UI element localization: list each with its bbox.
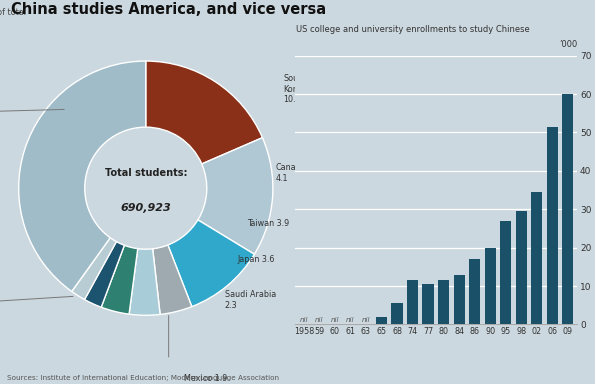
Bar (438, 280, 449, 324)
Text: ’000: ’000 (559, 40, 577, 49)
Text: 690,923: 690,923 (120, 204, 171, 214)
Text: Canada
4.1: Canada 4.1 (275, 163, 306, 183)
Bar (484, 248, 496, 324)
Text: Taiwan 3.9: Taiwan 3.9 (248, 219, 290, 228)
Wedge shape (153, 245, 192, 314)
Bar (469, 259, 480, 324)
Bar (453, 275, 465, 324)
Bar (516, 211, 527, 324)
Text: nil: nil (362, 316, 370, 323)
Bar (547, 127, 558, 324)
Wedge shape (72, 238, 117, 300)
Wedge shape (198, 138, 273, 254)
Wedge shape (84, 242, 124, 307)
Text: Saudi Arabia
2.3: Saudi Arabia 2.3 (224, 290, 276, 310)
Text: Mexico 1.9: Mexico 1.9 (184, 374, 227, 383)
Text: Total students:: Total students: (105, 168, 187, 178)
Wedge shape (18, 61, 146, 291)
Text: US college and university enrollments to study Chinese: US college and university enrollments to… (296, 25, 530, 34)
Bar (422, 284, 434, 324)
Text: nil: nil (346, 316, 355, 323)
Text: 2009/10, % of total: 2009/10, % of total (0, 8, 26, 17)
Text: Japan 3.6: Japan 3.6 (237, 255, 275, 264)
Bar (531, 192, 543, 324)
Wedge shape (129, 249, 160, 315)
Text: nil: nil (331, 316, 339, 323)
Text: China studies America, and vice versa: China studies America, and vice versa (11, 2, 326, 17)
Text: South
Korea
10.4: South Korea 10.4 (283, 74, 306, 104)
Bar (407, 280, 418, 324)
Wedge shape (101, 245, 138, 314)
Bar (562, 94, 574, 324)
Text: nil: nil (300, 316, 308, 323)
Bar (376, 317, 387, 324)
Wedge shape (146, 61, 262, 164)
Text: Sources: Institute of International Education; Modern Language Association: Sources: Institute of International Educ… (7, 375, 279, 381)
Bar (392, 303, 403, 324)
Bar (500, 221, 511, 324)
Text: nil: nil (315, 316, 324, 323)
Wedge shape (168, 220, 255, 307)
